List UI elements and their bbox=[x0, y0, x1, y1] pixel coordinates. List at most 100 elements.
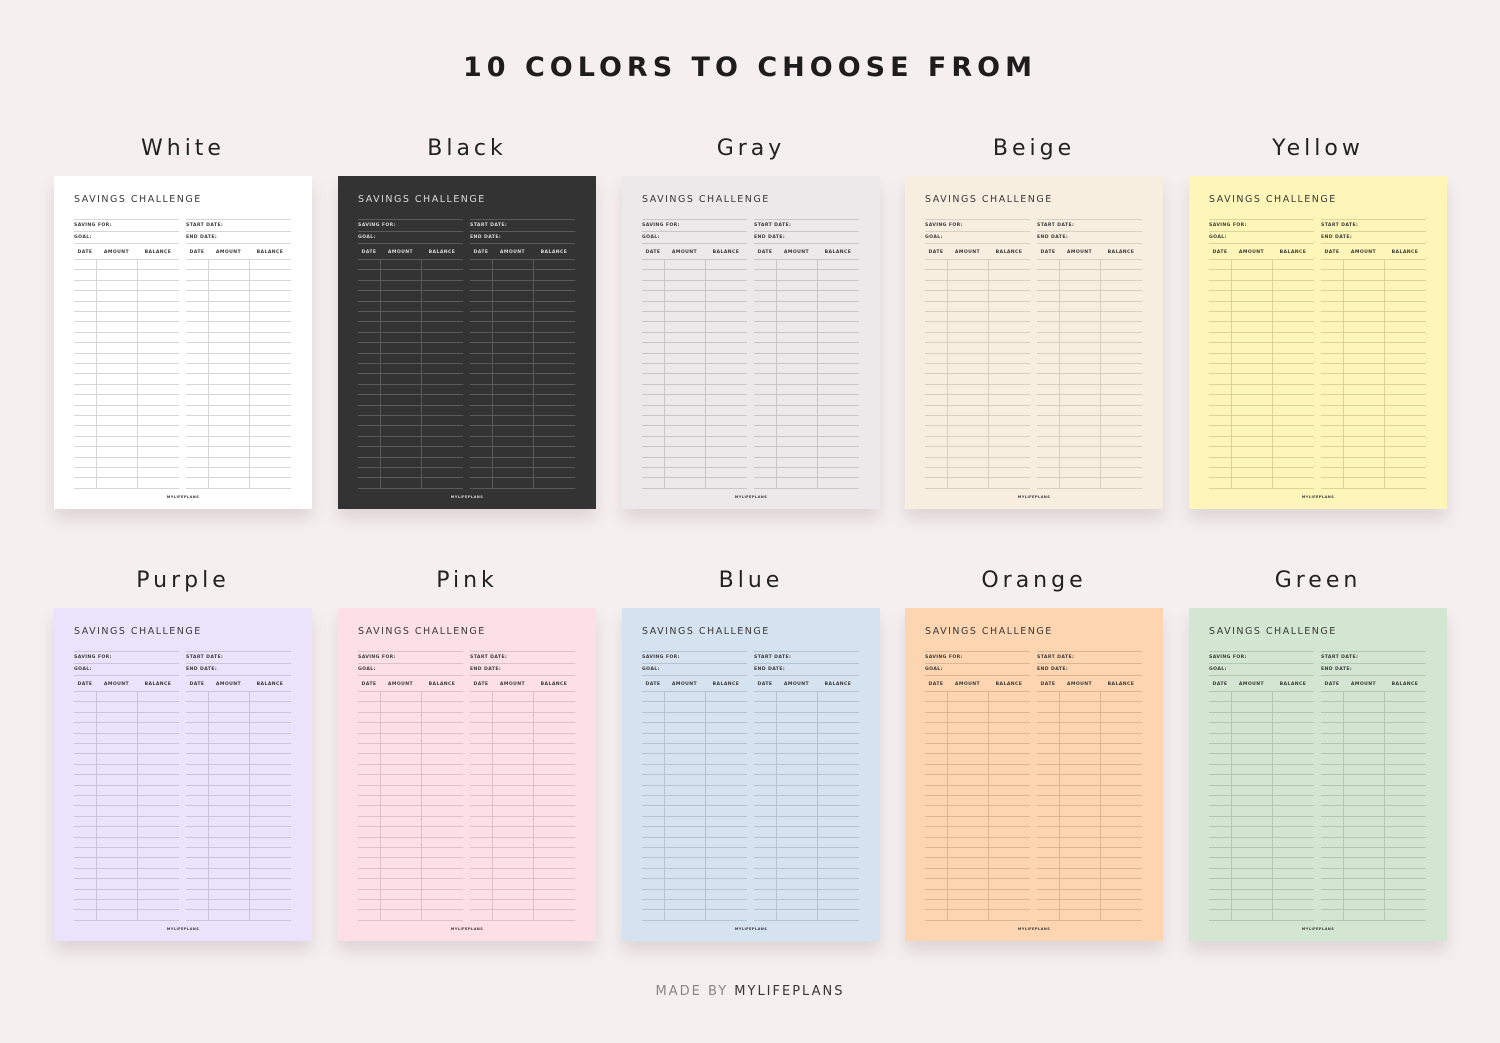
table-row-line bbox=[1209, 259, 1314, 260]
table-row-line bbox=[470, 373, 575, 375]
table-row-line bbox=[358, 815, 463, 817]
table-row-line bbox=[925, 311, 1030, 312]
table-row-line bbox=[1209, 857, 1314, 859]
sheet-footer: MYLIFEPLANS bbox=[1301, 495, 1335, 499]
table-row-line bbox=[1321, 279, 1426, 281]
field-label: SAVING FOR: bbox=[642, 223, 680, 228]
table-row-line bbox=[925, 763, 1030, 765]
planner-card-purple[interactable]: SAVINGS CHALLENGE SAVING FOR: GOAL: DATE AMO… bbox=[54, 608, 312, 941]
table-row-line bbox=[754, 311, 859, 312]
table-row-line bbox=[925, 394, 1030, 396]
table-row-line bbox=[1209, 784, 1314, 786]
table-row-line bbox=[925, 383, 1030, 385]
planner-card-orange[interactable]: SAVINGS CHALLENGE SAVING FOR: GOAL: DATE AMO… bbox=[905, 608, 1163, 941]
table-row-line bbox=[1037, 269, 1142, 271]
column-divider bbox=[705, 259, 706, 488]
table-row-line bbox=[642, 383, 747, 385]
column-divider bbox=[988, 691, 989, 920]
table-row-line bbox=[470, 732, 575, 734]
table-row-line bbox=[754, 373, 859, 375]
column-header: DATE bbox=[928, 682, 944, 687]
field-label: START DATE: bbox=[470, 223, 508, 228]
planner-card-white[interactable]: SAVINGS CHALLENGE SAVING FOR: GOAL: DATE AMO… bbox=[54, 176, 312, 509]
planner-card-blue[interactable]: SAVINGS CHALLENGE SAVING FOR: GOAL: DATE AMO… bbox=[622, 608, 880, 941]
field-label: SAVING FOR: bbox=[1209, 655, 1247, 660]
table-row-line bbox=[470, 363, 575, 364]
planner-card-yellow[interactable]: SAVINGS CHALLENGE SAVING FOR: GOAL: DATE AMO… bbox=[1189, 176, 1447, 509]
table-row-line bbox=[470, 321, 575, 323]
table-row-line bbox=[186, 826, 291, 828]
sheet-footer: MYLIFEPLANS bbox=[166, 495, 200, 499]
table-row-line bbox=[1209, 888, 1314, 890]
table-row-line bbox=[754, 259, 859, 260]
field-label: GOAL: bbox=[1209, 667, 1227, 672]
table-row-line bbox=[754, 363, 859, 364]
table-row-line bbox=[470, 805, 575, 807]
column-header: AMOUNT bbox=[1066, 682, 1093, 687]
table-row-line bbox=[1321, 487, 1426, 489]
sheet-title: SAVINGS CHALLENGE bbox=[74, 194, 202, 205]
column-divider bbox=[947, 259, 948, 488]
table-row-line bbox=[1209, 477, 1314, 479]
column-header: BALANCE bbox=[824, 682, 852, 687]
planner-card-gray[interactable]: SAVINGS CHALLENGE SAVING FOR: GOAL: DATE AMO… bbox=[622, 176, 880, 509]
table-row-line bbox=[358, 711, 463, 713]
field-label: END DATE: bbox=[1321, 667, 1353, 672]
table-row-line bbox=[186, 311, 291, 312]
table-row-line bbox=[642, 878, 747, 880]
divider bbox=[1209, 651, 1314, 652]
table-row-line bbox=[470, 290, 575, 292]
table-row-line bbox=[1037, 711, 1142, 713]
planner-card-beige[interactable]: SAVINGS CHALLENGE SAVING FOR: GOAL: DATE AMO… bbox=[905, 176, 1163, 509]
table-row-line bbox=[754, 867, 859, 869]
table-row-line bbox=[358, 784, 463, 786]
table-row-line bbox=[1037, 909, 1142, 911]
planner-card-pink[interactable]: SAVINGS CHALLENGE SAVING FOR: GOAL: DATE AMO… bbox=[338, 608, 596, 941]
table-row-line bbox=[186, 722, 291, 724]
divider bbox=[186, 219, 291, 220]
table-row-line bbox=[358, 826, 463, 828]
table-row-line bbox=[358, 774, 463, 776]
table-row-line bbox=[754, 743, 859, 744]
table-row-line bbox=[642, 394, 747, 396]
table-row-line bbox=[358, 311, 463, 312]
table-row-line bbox=[642, 290, 747, 292]
table-row-line bbox=[358, 415, 463, 416]
credit-brand: MYLIFEPLANS bbox=[734, 984, 845, 999]
table-row-line bbox=[754, 290, 859, 292]
table-row-line bbox=[74, 363, 179, 364]
table-row-line bbox=[642, 331, 747, 333]
table-row-line bbox=[358, 701, 463, 703]
planner-card-black[interactable]: SAVINGS CHALLENGE SAVING FOR: GOAL: DATE AMO… bbox=[338, 176, 596, 509]
table-row-line bbox=[1321, 311, 1426, 312]
column-divider bbox=[1231, 691, 1232, 920]
table-row-line bbox=[925, 321, 1030, 323]
divider bbox=[470, 675, 575, 676]
table-row-line bbox=[754, 394, 859, 396]
field-label: START DATE: bbox=[470, 655, 508, 660]
divider bbox=[470, 651, 575, 652]
column-divider bbox=[96, 691, 97, 920]
table-row-line bbox=[754, 342, 859, 344]
color-label-purple: Purple bbox=[136, 568, 230, 593]
column-header: DATE bbox=[189, 250, 205, 255]
planner-card-green[interactable]: SAVINGS CHALLENGE SAVING FOR: GOAL: DATE AMO… bbox=[1189, 608, 1447, 941]
table-row-line bbox=[1321, 722, 1426, 724]
table-row-line bbox=[754, 878, 859, 880]
table-row-line bbox=[470, 909, 575, 911]
sheet-title: SAVINGS CHALLENGE bbox=[1209, 626, 1337, 637]
table-row-line bbox=[1321, 795, 1426, 796]
table-row-line bbox=[1209, 774, 1314, 776]
table-row-line bbox=[1321, 435, 1426, 437]
sheet-footer: MYLIFEPLANS bbox=[450, 495, 484, 499]
table-row-line bbox=[358, 321, 463, 323]
table-row-line bbox=[358, 836, 463, 838]
table-row-line bbox=[358, 259, 463, 260]
table-row-line bbox=[1209, 383, 1314, 385]
column-header: DATE bbox=[928, 250, 944, 255]
table-row-line bbox=[925, 919, 1030, 921]
table-row-line bbox=[1037, 691, 1142, 692]
table-row-line bbox=[642, 795, 747, 796]
table-row-line bbox=[642, 774, 747, 776]
table-row-line bbox=[1321, 732, 1426, 734]
